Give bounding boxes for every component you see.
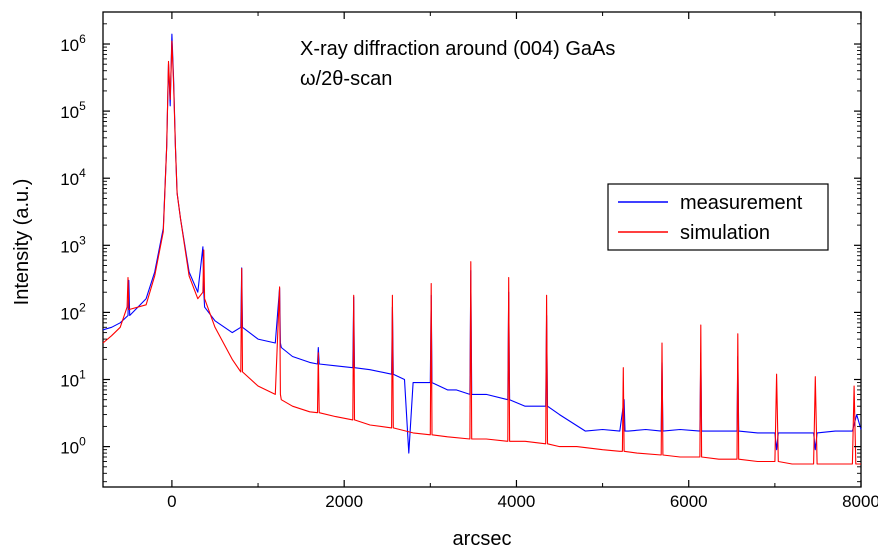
y-tick-label: 102 xyxy=(60,300,86,323)
y-tick-label: 100 xyxy=(60,435,86,458)
legend: measurement simulation xyxy=(607,183,829,251)
y-tick-label: 105 xyxy=(60,99,86,122)
annotation-scan-type: ω/2θ-scan xyxy=(300,68,392,90)
y-tick-label: 106 xyxy=(60,32,86,55)
x-tick-label: 8000 xyxy=(842,492,878,511)
ticks-group: 0 2000 4000 6000 8000 100 101 102 103 104 105 106 xyxy=(60,11,878,511)
y-tick-label: 104 xyxy=(60,166,86,189)
legend-label-simulation: simulation xyxy=(680,222,770,244)
x-tick-label: 6000 xyxy=(670,492,708,511)
legend-label-measurement: measurement xyxy=(680,192,803,214)
plot-frame xyxy=(102,11,862,488)
series-line-simulation xyxy=(102,40,861,465)
x-axis-title: arcsec xyxy=(453,528,512,550)
legend-box xyxy=(607,183,829,251)
y-tick-label: 101 xyxy=(60,368,86,391)
y-tick-label: 103 xyxy=(60,233,86,256)
x-tick-label: 4000 xyxy=(498,492,536,511)
annotation-title: X-ray diffraction around (004) GaAs xyxy=(300,38,615,60)
x-tick-label: 0 xyxy=(167,492,176,511)
x-tick-label: 2000 xyxy=(325,492,363,511)
series-group xyxy=(102,33,862,465)
y-axis-title: Intensity (a.u.) xyxy=(11,179,33,306)
